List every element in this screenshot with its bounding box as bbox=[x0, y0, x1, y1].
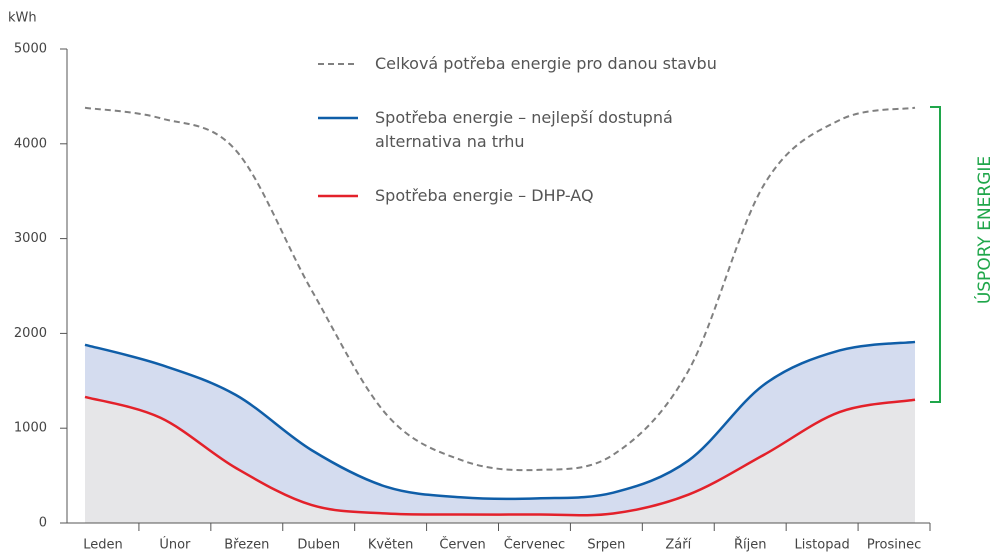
x-tick-label: Březen bbox=[224, 538, 269, 552]
x-tick-label: Červen bbox=[439, 537, 485, 552]
x-tick-label: Květen bbox=[368, 538, 414, 552]
legend-label: Spotřeba energie – DHP-AQ bbox=[375, 186, 594, 205]
x-tick-label: Listopad bbox=[795, 538, 850, 552]
x-tick-label: Únor bbox=[159, 537, 191, 552]
line bbox=[84, 395, 916, 517]
area bbox=[85, 396, 915, 523]
y-tick-label: 5000 bbox=[14, 42, 47, 57]
y-tick-label: 1000 bbox=[14, 421, 47, 436]
x-tick-label: Leden bbox=[83, 538, 123, 552]
x-tick-label: Duben bbox=[297, 538, 340, 552]
x-tick-label: Srpen bbox=[587, 538, 625, 552]
line bbox=[84, 340, 916, 501]
legend-label: Spotřeba energie – nejlepší dostupná alt… bbox=[375, 108, 673, 151]
x-tick-label: Prosinec bbox=[867, 538, 921, 552]
annotation: ÚSPORY ENERGIE bbox=[973, 156, 995, 304]
y-tick-label: 2000 bbox=[14, 326, 47, 341]
bracket bbox=[930, 106, 941, 403]
y-tick-label: 4000 bbox=[14, 136, 47, 151]
x-tick-label: Červenec bbox=[504, 537, 566, 552]
x-tick-label: Říjen bbox=[734, 537, 767, 552]
y-tick-label: 3000 bbox=[14, 231, 47, 246]
line bbox=[84, 106, 916, 472]
y-tick-label: 0 bbox=[39, 516, 47, 531]
legend-label: Celková potřeba energie pro danou stavbu bbox=[375, 54, 717, 73]
x-tick-label: Září bbox=[665, 538, 691, 552]
y-axis-label: kWh bbox=[8, 11, 37, 26]
area bbox=[85, 341, 915, 516]
